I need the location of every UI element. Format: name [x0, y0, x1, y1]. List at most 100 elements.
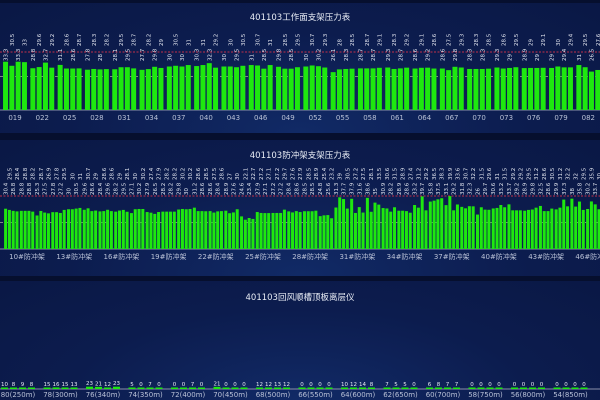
bar [306, 211, 310, 249]
data-label: 31.8 [460, 182, 466, 195]
bar [82, 209, 86, 249]
bar [397, 210, 401, 249]
bar [589, 201, 593, 249]
bar [581, 209, 585, 249]
bar [586, 208, 590, 249]
data-label: 7 [455, 382, 459, 388]
data-label: 28.7 [77, 33, 83, 46]
data-label: 23.4 [247, 182, 253, 195]
data-label: 28 [337, 39, 343, 46]
data-label: 30 [304, 54, 310, 61]
bar [446, 70, 452, 110]
data-label: 29.2 [424, 168, 430, 180]
data-label: 26.5 [153, 182, 159, 195]
bar [310, 211, 314, 249]
data-label: 29.5 [295, 33, 301, 46]
bar [361, 212, 365, 249]
data-label: 28.5 [262, 48, 268, 61]
bar [334, 207, 338, 249]
data-label: 32.3 [207, 48, 213, 61]
bar [282, 209, 286, 249]
data-label: 28.5 [487, 33, 493, 46]
bar [392, 387, 400, 389]
data-label: 29.8 [277, 48, 283, 61]
bar [383, 387, 391, 389]
bar [521, 68, 527, 110]
bar [435, 387, 442, 389]
bar [95, 386, 102, 389]
roof-separation-panel: 401103回风顺槽顶板离层仪 10 8 9 8 80(250m) 15 16 15 13 78(… [0, 281, 600, 400]
bar [118, 210, 122, 249]
data-label: 28.9 [522, 48, 528, 61]
data-label: 27.2 [275, 168, 281, 180]
data-label: 23 [86, 381, 93, 387]
bar [255, 65, 261, 110]
data-label: 29.5 [581, 167, 587, 180]
data-label: 27.1 [263, 183, 269, 195]
bar [109, 211, 113, 249]
bar [70, 209, 74, 249]
data-label: 8 [370, 382, 374, 388]
bar [553, 387, 561, 389]
bar [129, 213, 133, 249]
data-label: 0 [139, 382, 143, 388]
data-label: 0 [582, 382, 586, 388]
data-label: 29.2 [214, 34, 220, 46]
bar [455, 204, 459, 249]
bar [276, 66, 282, 110]
bar [219, 211, 223, 249]
x-tick-label: 034 [145, 114, 159, 122]
data-label: 26.5 [589, 48, 595, 61]
x-tick-label: 22#防冲架 [198, 252, 234, 261]
data-label: 29 [159, 39, 165, 46]
data-label: 39.9 [448, 167, 454, 180]
bar [63, 68, 69, 110]
bar [440, 198, 444, 249]
data-label: 27.2 [58, 183, 64, 195]
data-label: 29.6 [487, 167, 493, 180]
bar [425, 67, 431, 110]
data-label: 28.6 [71, 48, 77, 61]
data-label: 13 [274, 382, 281, 388]
data-label: 29.2 [426, 49, 432, 61]
bar [90, 211, 94, 249]
x-tick-label: 56(800m) [511, 391, 546, 399]
data-label: 27.9 [255, 182, 261, 195]
data-label: 28.5 [283, 33, 289, 46]
bar [131, 68, 137, 110]
data-label: 29.8 [153, 48, 159, 61]
bar [86, 386, 93, 389]
chart-title: 401103工作面支架压力表 [249, 13, 351, 23]
bar [208, 211, 212, 249]
bar [287, 211, 291, 249]
data-label: 29.3 [323, 33, 329, 46]
data-label: 28.5 [310, 182, 316, 195]
bar [206, 63, 212, 110]
bar [61, 387, 69, 389]
data-label: 31 [268, 39, 274, 46]
bar [139, 69, 145, 110]
bar [43, 212, 47, 249]
data-label: 28.6 [432, 33, 438, 46]
data-label: 0 [522, 382, 526, 388]
data-label: 7 [191, 382, 195, 388]
data-label: 29.6 [37, 33, 43, 46]
bar [444, 205, 448, 249]
data-label: 5 [403, 382, 407, 388]
bar [314, 210, 318, 249]
bar [540, 67, 546, 110]
bar [452, 210, 456, 249]
data-label: 29.5 [526, 167, 532, 180]
data-label: 28.2 [31, 168, 37, 180]
data-label: 28.6 [404, 182, 410, 195]
data-label: 28 [98, 54, 104, 61]
bar [283, 387, 290, 389]
data-label: 30 [184, 188, 190, 195]
data-label: 28.3 [392, 33, 398, 46]
bar [62, 209, 66, 249]
data-label: 22.7 [251, 167, 257, 180]
data-label: 31 [495, 173, 501, 180]
bar [294, 67, 300, 110]
data-label: 28.7 [358, 48, 364, 61]
data-label: 31.1 [58, 49, 64, 61]
